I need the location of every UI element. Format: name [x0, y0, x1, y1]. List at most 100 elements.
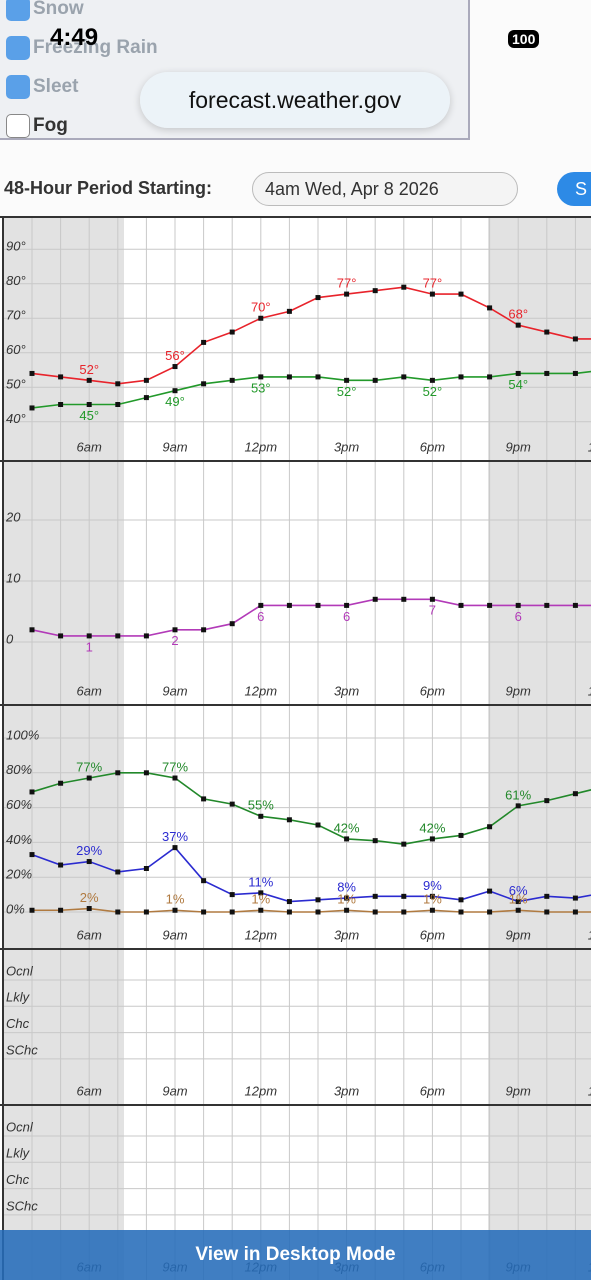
x-tick-label: 12am — [588, 927, 591, 942]
data-point — [229, 892, 235, 898]
x-tick-label: 6am — [77, 1083, 102, 1098]
data-point — [344, 291, 350, 297]
data-label: 49° — [165, 394, 185, 409]
data-point — [201, 627, 207, 633]
data-point — [201, 878, 207, 884]
x-tick-label: 3pm — [334, 927, 359, 942]
x-tick-label: 9pm — [506, 927, 531, 942]
checkbox[interactable] — [6, 0, 30, 21]
data-point — [201, 339, 207, 345]
night-shade — [4, 216, 124, 460]
checkbox[interactable] — [6, 36, 30, 60]
data-point — [29, 907, 35, 913]
y-tick-label: 20 — [5, 509, 21, 524]
y-tick-label: 90° — [6, 239, 26, 254]
data-point — [172, 907, 178, 913]
data-label: 29% — [76, 843, 102, 858]
data-point — [401, 909, 407, 915]
data-point — [458, 897, 464, 903]
x-tick-label: 6pm — [420, 683, 445, 698]
data-point — [372, 596, 378, 602]
data-point — [572, 336, 578, 342]
x-tick-label: 6pm — [420, 439, 445, 454]
data-point — [344, 907, 350, 913]
y-tick-label: 80% — [6, 762, 32, 777]
data-point — [401, 841, 407, 847]
data-point — [401, 374, 407, 380]
data-point — [258, 315, 264, 321]
data-label: 77% — [76, 759, 102, 774]
data-point — [258, 602, 264, 608]
filter-label: Sleet — [33, 76, 79, 97]
data-point — [515, 602, 521, 608]
x-tick-label: 9pm — [506, 1083, 531, 1098]
data-label: 52° — [79, 362, 99, 377]
data-label: 1% — [423, 892, 442, 907]
filter-checkbox[interactable]: Sleet — [6, 74, 78, 100]
data-point — [258, 907, 264, 913]
night-shade — [488, 460, 591, 704]
data-point — [172, 845, 178, 851]
data-point — [229, 909, 235, 915]
submit-button[interactable]: S — [557, 172, 591, 206]
x-tick-label: 9am — [162, 439, 187, 454]
night-shade — [488, 704, 591, 948]
data-point — [544, 329, 550, 335]
data-point — [372, 893, 378, 899]
data-point — [201, 909, 207, 915]
data-label: 54° — [508, 377, 528, 392]
data-label: 1% — [337, 892, 356, 907]
y-tick-label: 80° — [6, 273, 26, 288]
filter-label: Snow — [33, 0, 84, 19]
data-point — [86, 906, 92, 912]
data-point — [286, 308, 292, 314]
x-tick-label: 12am — [588, 1083, 591, 1098]
data-point — [572, 909, 578, 915]
x-tick-label: 3pm — [334, 683, 359, 698]
data-label: 42% — [334, 820, 360, 835]
data-point — [229, 377, 235, 383]
x-tick-label: 12pm — [245, 1083, 278, 1098]
filter-checkbox[interactable]: Fog — [6, 113, 68, 139]
filter-checkbox[interactable]: Snow — [6, 0, 84, 22]
data-point — [458, 291, 464, 297]
data-point — [229, 329, 235, 335]
data-point — [143, 633, 149, 639]
x-tick-label: 12am — [588, 439, 591, 454]
data-point — [143, 866, 149, 871]
data-point — [401, 893, 407, 899]
data-label: 70° — [251, 300, 271, 315]
data-point — [286, 909, 292, 915]
checkbox[interactable] — [6, 114, 30, 138]
data-point — [372, 838, 378, 844]
checkbox[interactable] — [6, 75, 30, 99]
data-point — [58, 402, 64, 407]
data-point — [115, 402, 121, 407]
data-point — [115, 869, 121, 875]
data-point — [487, 305, 493, 311]
y-tick-label: 70° — [6, 308, 26, 323]
desktop-mode-bar[interactable]: View in Desktop Mode — [0, 1230, 591, 1280]
chart-panel: 6am 9am 12pm 3pm 6pm 9pm 12am 40° 50° 60° 70° 80° 90… — [0, 216, 591, 460]
data-point — [115, 909, 121, 915]
data-point — [86, 633, 92, 639]
chart-panel: 6am 9am 12pm 3pm 6pm 9pm 12am 0% 20% 40% 60% 80% 100… — [0, 704, 591, 948]
data-point — [429, 893, 435, 899]
data-point — [544, 798, 550, 804]
data-point — [115, 770, 121, 776]
period-select[interactable]: 4am Wed, Apr 8 2026 — [252, 172, 518, 206]
data-label: 1 — [86, 639, 93, 654]
y-tick-label: 0% — [6, 901, 25, 916]
data-label: 1% — [251, 892, 270, 907]
y-tick-label: 20% — [5, 867, 32, 882]
filter-checkbox[interactable]: Freezing Rain — [6, 35, 158, 61]
data-label: 37% — [162, 829, 188, 844]
data-point — [115, 381, 121, 387]
url-bar[interactable]: forecast.weather.gov — [140, 72, 450, 128]
data-label: 77° — [423, 276, 443, 291]
data-point — [429, 377, 435, 383]
data-point — [458, 374, 464, 380]
y-tick-label: 60° — [6, 342, 26, 357]
data-point — [258, 374, 264, 380]
data-label: 6% — [509, 883, 528, 898]
